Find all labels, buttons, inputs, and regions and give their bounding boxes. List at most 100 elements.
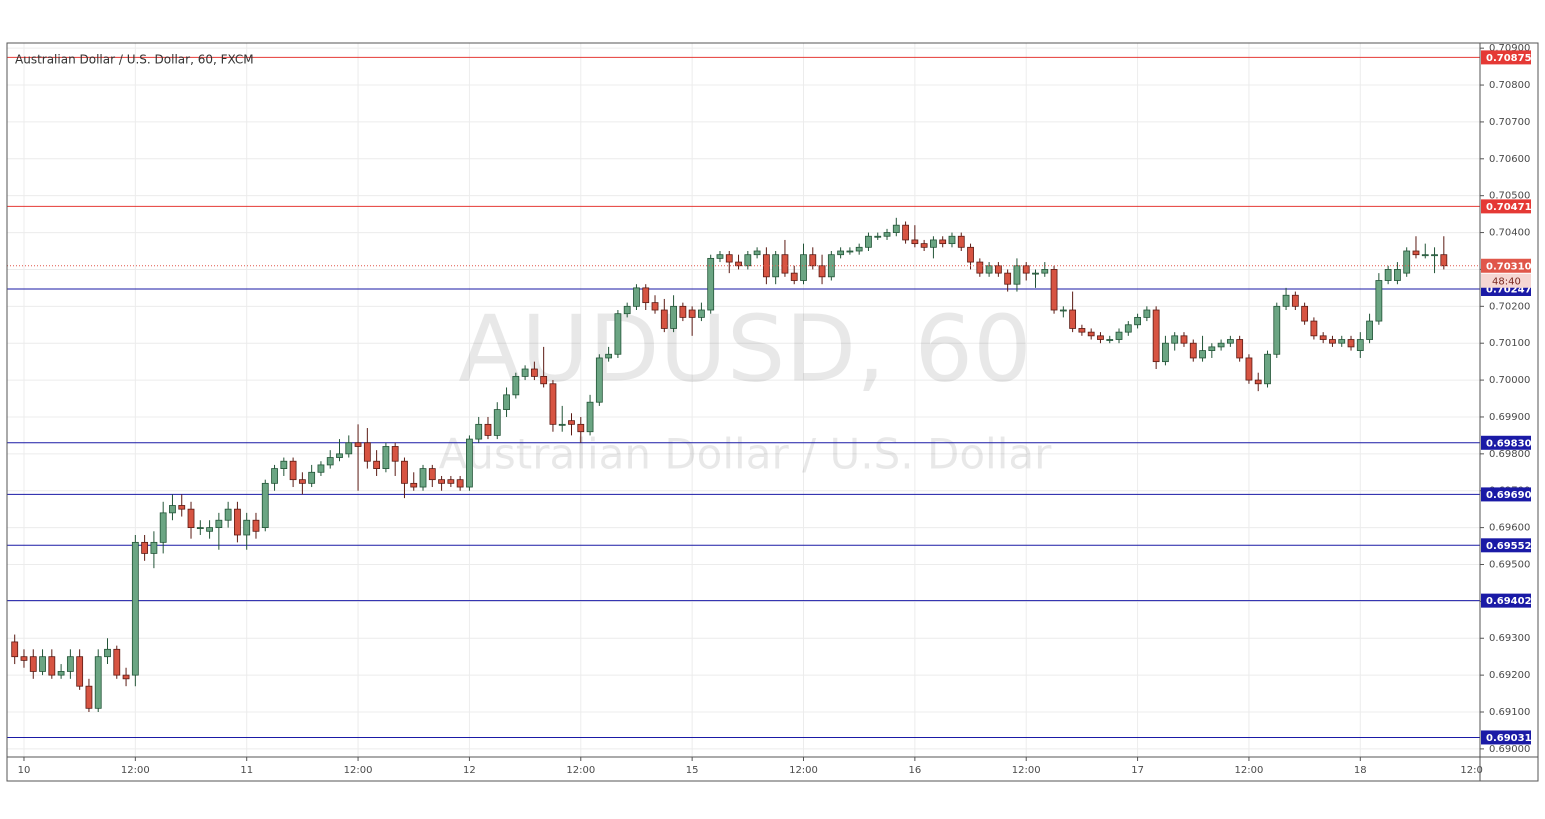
candle-body — [1431, 254, 1438, 257]
y-tick-label: 0.69200 — [1489, 670, 1530, 681]
y-tick-label: 0.70100 — [1489, 338, 1530, 349]
y-tick-label: 0.70200 — [1489, 301, 1530, 312]
candle-body — [104, 648, 111, 658]
candle-body — [920, 243, 928, 248]
level-label-box — [1481, 435, 1531, 450]
candle-body — [224, 508, 232, 521]
candle-body — [1134, 316, 1141, 326]
candle-body — [1394, 269, 1401, 281]
candle-body — [651, 302, 659, 311]
countdown-box — [1481, 273, 1531, 288]
last-price-label: 0.70310 — [1486, 261, 1532, 272]
x-tick-label: 15 — [686, 765, 699, 776]
candle-body — [1384, 269, 1392, 281]
candle-body — [308, 471, 316, 484]
candle-body — [1338, 339, 1346, 344]
candle-body — [243, 519, 251, 536]
candle-body — [939, 239, 947, 245]
x-tick-label: 12:00 — [1012, 765, 1041, 776]
candle-body — [1375, 280, 1383, 322]
candle-body — [1152, 309, 1160, 363]
candle-body — [1236, 339, 1244, 359]
candle-body — [20, 656, 28, 661]
candle-body — [391, 446, 399, 462]
candle-body — [1032, 272, 1039, 275]
x-tick-label: 12:00 — [344, 765, 373, 776]
candle-body — [1403, 250, 1411, 274]
candle-body — [883, 232, 891, 237]
candle-body — [1264, 353, 1271, 385]
candle-body — [1171, 335, 1179, 344]
x-tick-label: 18 — [1354, 765, 1367, 776]
candle-body — [846, 250, 854, 253]
candle-body — [512, 375, 520, 396]
candle-body — [688, 309, 696, 318]
candle-body — [735, 261, 742, 267]
level-label: 0.70471 — [1486, 202, 1532, 213]
candle-body — [1273, 305, 1281, 355]
candle-body — [131, 541, 139, 676]
candle-body — [466, 438, 473, 488]
candle-body — [1004, 272, 1012, 285]
y-tick-label: 0.70700 — [1489, 117, 1530, 128]
candle-body — [113, 648, 121, 676]
candle-body — [809, 254, 817, 267]
candle-body — [679, 305, 687, 318]
y-tick-label: 0.70400 — [1489, 228, 1530, 239]
x-tick-label: 12:00 — [1235, 765, 1264, 776]
candle-body — [698, 309, 705, 318]
candle-body — [169, 505, 176, 514]
candle-body — [994, 265, 1002, 274]
candle-body — [1041, 269, 1049, 274]
candle-body — [401, 460, 408, 484]
candle-body — [1124, 324, 1132, 333]
candle-body — [345, 442, 353, 455]
x-tick-label: 12 — [463, 765, 476, 776]
candle-body — [1226, 339, 1234, 344]
candle-body — [456, 479, 464, 488]
candle-body — [549, 383, 557, 425]
candle-body — [948, 235, 956, 245]
candle-body — [837, 250, 845, 256]
candle-body — [187, 508, 195, 529]
candle-body — [354, 442, 362, 447]
candle-body — [475, 423, 483, 440]
candle-body — [178, 505, 186, 510]
candle-body — [48, 656, 56, 676]
level-label-box — [1481, 199, 1531, 214]
axes: 0.690000.691000.692000.693000.694000.695… — [18, 43, 1532, 776]
candle-body — [957, 235, 965, 248]
candle-body — [326, 457, 334, 466]
candle-body — [373, 460, 381, 469]
x-tick-label: 12:00 — [121, 765, 150, 776]
x-tick-label: 12:00 — [789, 765, 818, 776]
candle-body — [271, 468, 278, 484]
level-label: 0.69402 — [1486, 596, 1532, 607]
candle-body — [363, 442, 371, 462]
grid — [7, 43, 1480, 757]
candle-body — [1189, 342, 1197, 359]
candle-body — [29, 656, 37, 672]
candle-body — [753, 250, 761, 256]
candle-body — [568, 420, 575, 425]
candle-body — [1421, 254, 1429, 257]
y-tick-label: 0.70500 — [1489, 191, 1530, 202]
level-label-box — [1481, 487, 1531, 502]
chart-title: Australian Dollar / U.S. Dollar, 60, FXC… — [15, 53, 254, 67]
y-tick-label: 0.70800 — [1489, 80, 1530, 91]
candle-body — [967, 246, 974, 263]
candle-body — [66, 656, 74, 672]
candle-body — [11, 641, 19, 658]
candle-body — [1013, 265, 1021, 285]
candle-body — [725, 254, 733, 263]
candle-body — [874, 235, 882, 238]
candle-body — [716, 254, 724, 259]
candle-body — [159, 512, 167, 543]
y-tick-label: 0.69800 — [1489, 449, 1530, 460]
candle-body — [818, 265, 826, 278]
candle-body — [930, 239, 937, 248]
candle-body — [206, 527, 213, 532]
level-label: 0.70247 — [1486, 284, 1532, 295]
candle-body — [595, 357, 603, 403]
